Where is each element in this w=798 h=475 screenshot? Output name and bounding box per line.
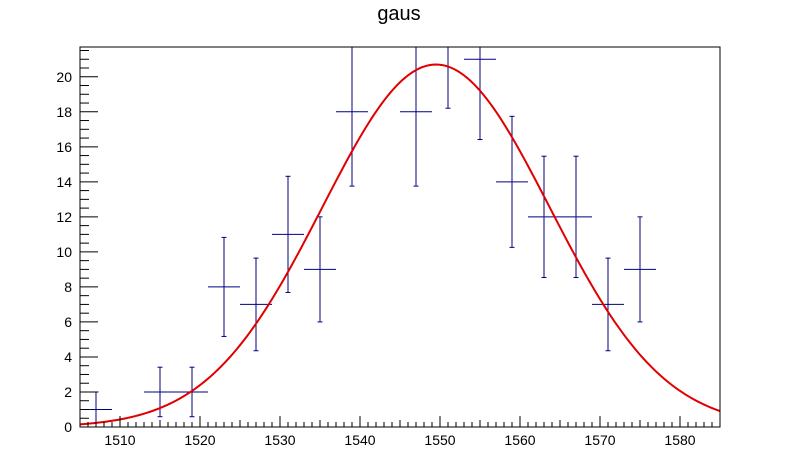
- y-tick-label: 2: [64, 384, 72, 400]
- histogram: [80, 46, 656, 427]
- histogram-bin: [592, 257, 624, 352]
- histogram-bin: [336, 47, 368, 187]
- y-tick-label: 12: [56, 209, 72, 225]
- histogram-bin: [272, 175, 304, 293]
- histogram-bin: [464, 47, 496, 141]
- histogram-bin: [208, 236, 240, 337]
- y-tick-label: 0: [64, 419, 72, 435]
- fit-curve-group: [79, 63, 721, 426]
- y-tick-label: 16: [56, 139, 72, 155]
- y-tick-label: 6: [64, 314, 72, 330]
- x-tick-label: 1540: [344, 432, 375, 448]
- histogram-bin: [304, 216, 336, 323]
- y-tick-label: 10: [56, 244, 72, 260]
- histogram-bin: [240, 257, 272, 352]
- histogram-bin: [144, 366, 176, 418]
- y-tick-label: 8: [64, 279, 72, 295]
- histogram-bin: [400, 47, 432, 187]
- y-tick-label: 4: [64, 349, 72, 365]
- chart-title: gaus: [377, 3, 420, 25]
- x-tick-label: 1510: [104, 432, 135, 448]
- x-tick-label: 1520: [184, 432, 215, 448]
- y-tick-label: 14: [56, 174, 72, 190]
- x-tick-label: 1580: [664, 432, 695, 448]
- x-tick-label: 1560: [504, 432, 535, 448]
- histogram-bin: [624, 216, 656, 323]
- fit-curve: [79, 63, 721, 426]
- histogram-bin: [445, 47, 451, 109]
- y-tick-label: 20: [56, 69, 72, 85]
- x-tick-label: 1530: [264, 432, 295, 448]
- x-tick-label: 1550: [424, 432, 455, 448]
- axes: 1510 1520 1530 1540 1550 1560 1570 1580 0 2 4 6 8 10 1…: [56, 46, 721, 448]
- plot-frame: [79, 46, 721, 428]
- x-tick-label: 1570: [584, 432, 615, 448]
- y-tick-label: 18: [56, 104, 72, 120]
